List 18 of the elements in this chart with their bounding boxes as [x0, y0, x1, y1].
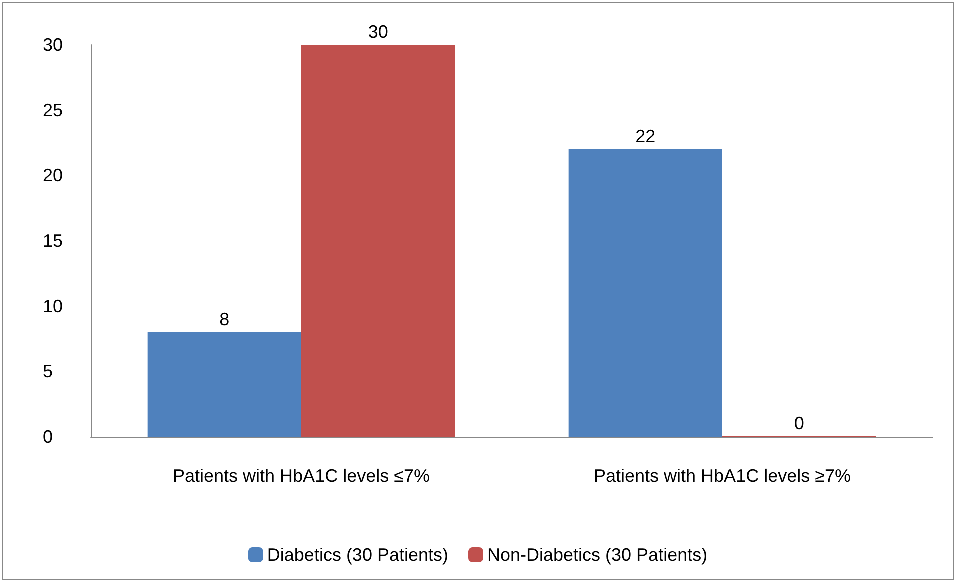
y-tick-label: 15: [43, 231, 64, 251]
legend-label: Diabetics (30 Patients): [267, 545, 449, 565]
y-tick-label: 10: [43, 296, 64, 316]
bar: [148, 332, 302, 437]
y-tick-label: 30: [43, 35, 64, 55]
y-tick-label: 20: [43, 166, 64, 186]
x-tick-label: Patients with HbA1C levels ≤7%: [173, 466, 430, 486]
x-tick-label: Patients with HbA1C levels ≥7%: [594, 466, 851, 486]
y-tick-label: 25: [43, 100, 64, 120]
data-label: 22: [636, 126, 656, 147]
data-label: 30: [368, 22, 388, 42]
y-tick-label: 5: [43, 362, 54, 382]
legend-label: Non-Diabetics (30 Patients): [487, 545, 708, 565]
data-label: 0: [794, 414, 804, 434]
data-label: 8: [220, 309, 230, 330]
bar: [568, 150, 722, 437]
bar: [302, 45, 456, 437]
y-tick-label: 0: [43, 427, 54, 447]
